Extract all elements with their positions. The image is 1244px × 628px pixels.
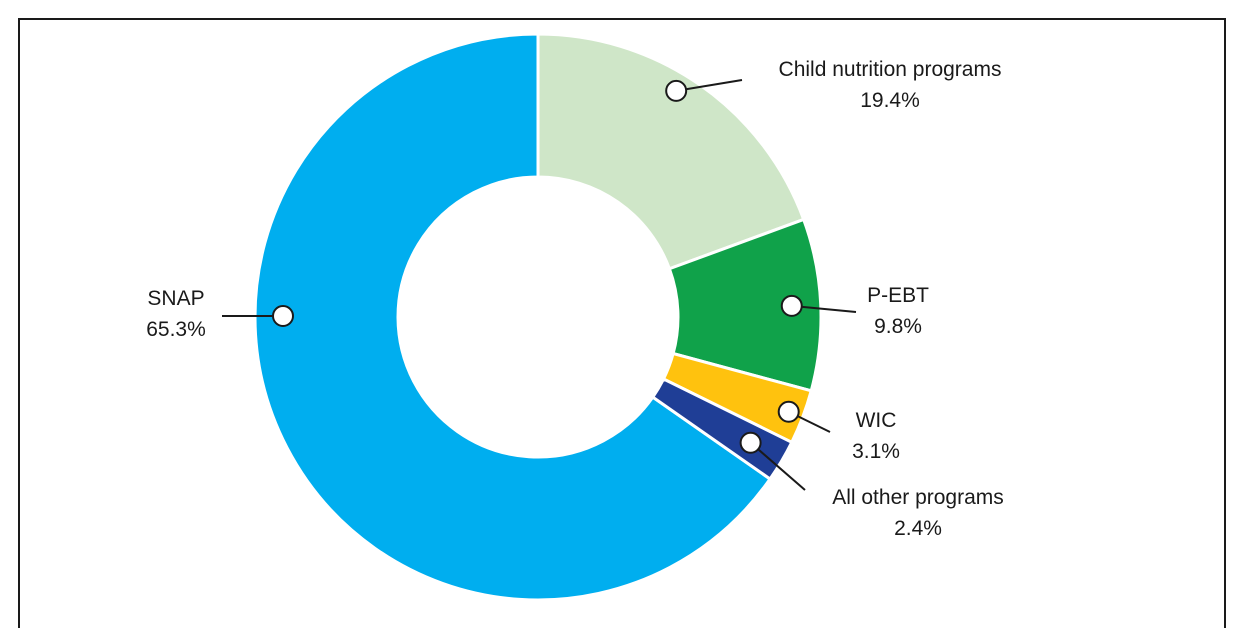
callout-wic: WIC 3.1% — [777, 400, 900, 463]
marker-snap — [272, 305, 294, 327]
value-child-nutrition: 19.4% — [860, 89, 920, 112]
label-wic: WIC — [856, 409, 897, 432]
callout-all-other: All other programs 2.4% — [739, 431, 1004, 540]
label-all-other: All other programs — [832, 486, 1004, 509]
leader-line-child-nutrition — [676, 79, 743, 92]
value-p-ebt: 9.8% — [874, 315, 922, 338]
callout-p-ebt: P-EBT 9.8% — [780, 284, 929, 338]
callout-snap: SNAP 65.3% — [146, 287, 294, 341]
marker-wic — [777, 400, 800, 423]
slice-all-other — [650, 376, 794, 482]
label-snap: SNAP — [147, 287, 204, 310]
value-snap: 65.3% — [146, 318, 206, 341]
marker-child-nutrition — [665, 79, 688, 102]
value-wic: 3.1% — [852, 440, 900, 463]
label-p-ebt: P-EBT — [867, 284, 929, 307]
slice-child-nutrition — [536, 32, 806, 271]
marker-p-ebt — [780, 294, 803, 317]
leader-line-all-other — [749, 441, 806, 491]
value-all-other: 2.4% — [894, 517, 942, 540]
slice-snap — [253, 32, 773, 602]
callout-child-nutrition: Child nutrition programs 19.4% — [665, 58, 1002, 112]
slices-group — [253, 32, 823, 602]
label-child-nutrition: Child nutrition programs — [779, 58, 1002, 81]
marker-all-other — [739, 431, 762, 454]
